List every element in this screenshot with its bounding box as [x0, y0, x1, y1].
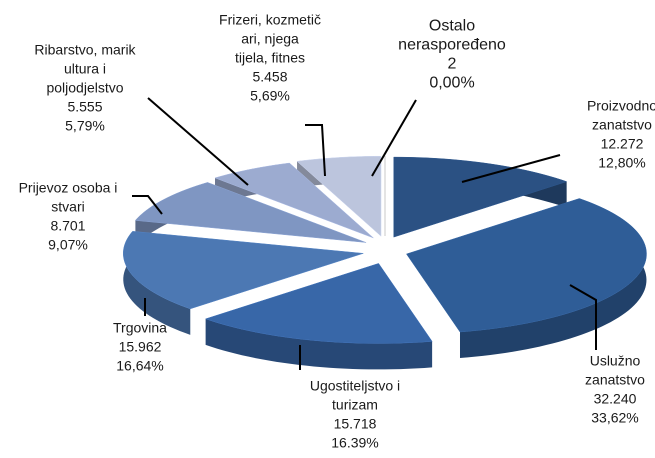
value-label: 33,62% — [591, 409, 638, 425]
leader-line — [305, 124, 326, 177]
slice-top — [406, 198, 647, 333]
category-label: zanatstvo — [585, 371, 645, 387]
category-label: Prijevoz osoba i — [19, 179, 118, 195]
slice-top — [296, 155, 382, 237]
category-label: tijela, fitnes — [235, 49, 305, 65]
leader-line — [371, 99, 417, 177]
category-label: poljodjelstvo — [46, 79, 123, 95]
category-label: Frizeri, kozmetič — [219, 11, 321, 27]
category-label: zanatstvo — [592, 116, 652, 132]
category-label: Uslužno — [590, 352, 641, 368]
category-label: stvari — [51, 198, 84, 214]
category-label: Trgovina — [113, 319, 167, 335]
value-label: 8.701 — [50, 217, 85, 233]
slice-side — [123, 231, 191, 335]
data-label: Prijevoz osoba i stvari 8.701 9,07% — [19, 179, 118, 252]
leader-line — [569, 284, 597, 350]
value-label: 12.272 — [601, 135, 644, 151]
value-label: 16.39% — [331, 434, 378, 450]
value-label: 15.718 — [334, 415, 377, 431]
data-label: Ugostiteljstvo i turizam 15.718 16.39% — [310, 377, 400, 450]
value-label: 5.555 — [67, 98, 102, 114]
data-label: Ostalo neraspoređeno 2 0,00% — [398, 17, 506, 91]
data-label: Ribarstvo, marik ultura i poljodjelstvo 5.5… — [34, 41, 136, 133]
slice-top — [214, 162, 374, 239]
value-label: 12,80% — [598, 154, 645, 170]
category-label: turizam — [332, 396, 378, 412]
leader-line — [147, 97, 249, 186]
value-label: 9,07% — [48, 236, 88, 252]
slice-side — [205, 318, 433, 370]
leader-line — [461, 154, 561, 183]
leader-line — [132, 195, 163, 215]
category-label: Proizvodno — [587, 97, 655, 113]
category-label: Ribarstvo, marik — [34, 41, 136, 57]
data-label: Trgovina 15.962 16,64% — [113, 319, 167, 373]
value-label: 0,00% — [429, 74, 474, 91]
slice-top — [134, 182, 367, 243]
value-label: 32.240 — [594, 390, 637, 406]
category-label: Ostalo — [429, 17, 475, 34]
value-label: 5.458 — [252, 68, 287, 84]
value-label: 2 — [448, 55, 457, 72]
value-label: 16,64% — [116, 357, 163, 373]
category-label: Ugostiteljstvo i — [310, 377, 400, 393]
data-label: Proizvodno zanatstvo 12.272 12,80% — [587, 97, 655, 170]
value-label: 5,79% — [65, 117, 105, 133]
data-label: Uslužno zanatstvo 32.240 33,62% — [585, 352, 645, 425]
slice-tops — [123, 155, 647, 344]
category-label: neraspoređeno — [398, 36, 506, 53]
category-label: ari, njega — [241, 30, 299, 46]
slice-top — [123, 231, 364, 310]
slice-side — [459, 198, 647, 358]
category-label: ultura i — [64, 60, 106, 76]
value-label: 5,69% — [250, 87, 290, 103]
data-label: Frizeri, kozmetič ari, njega tijela, fitne… — [219, 11, 321, 103]
value-label: 15.962 — [119, 338, 162, 354]
slice-top — [204, 263, 433, 344]
slice-top — [393, 156, 568, 238]
